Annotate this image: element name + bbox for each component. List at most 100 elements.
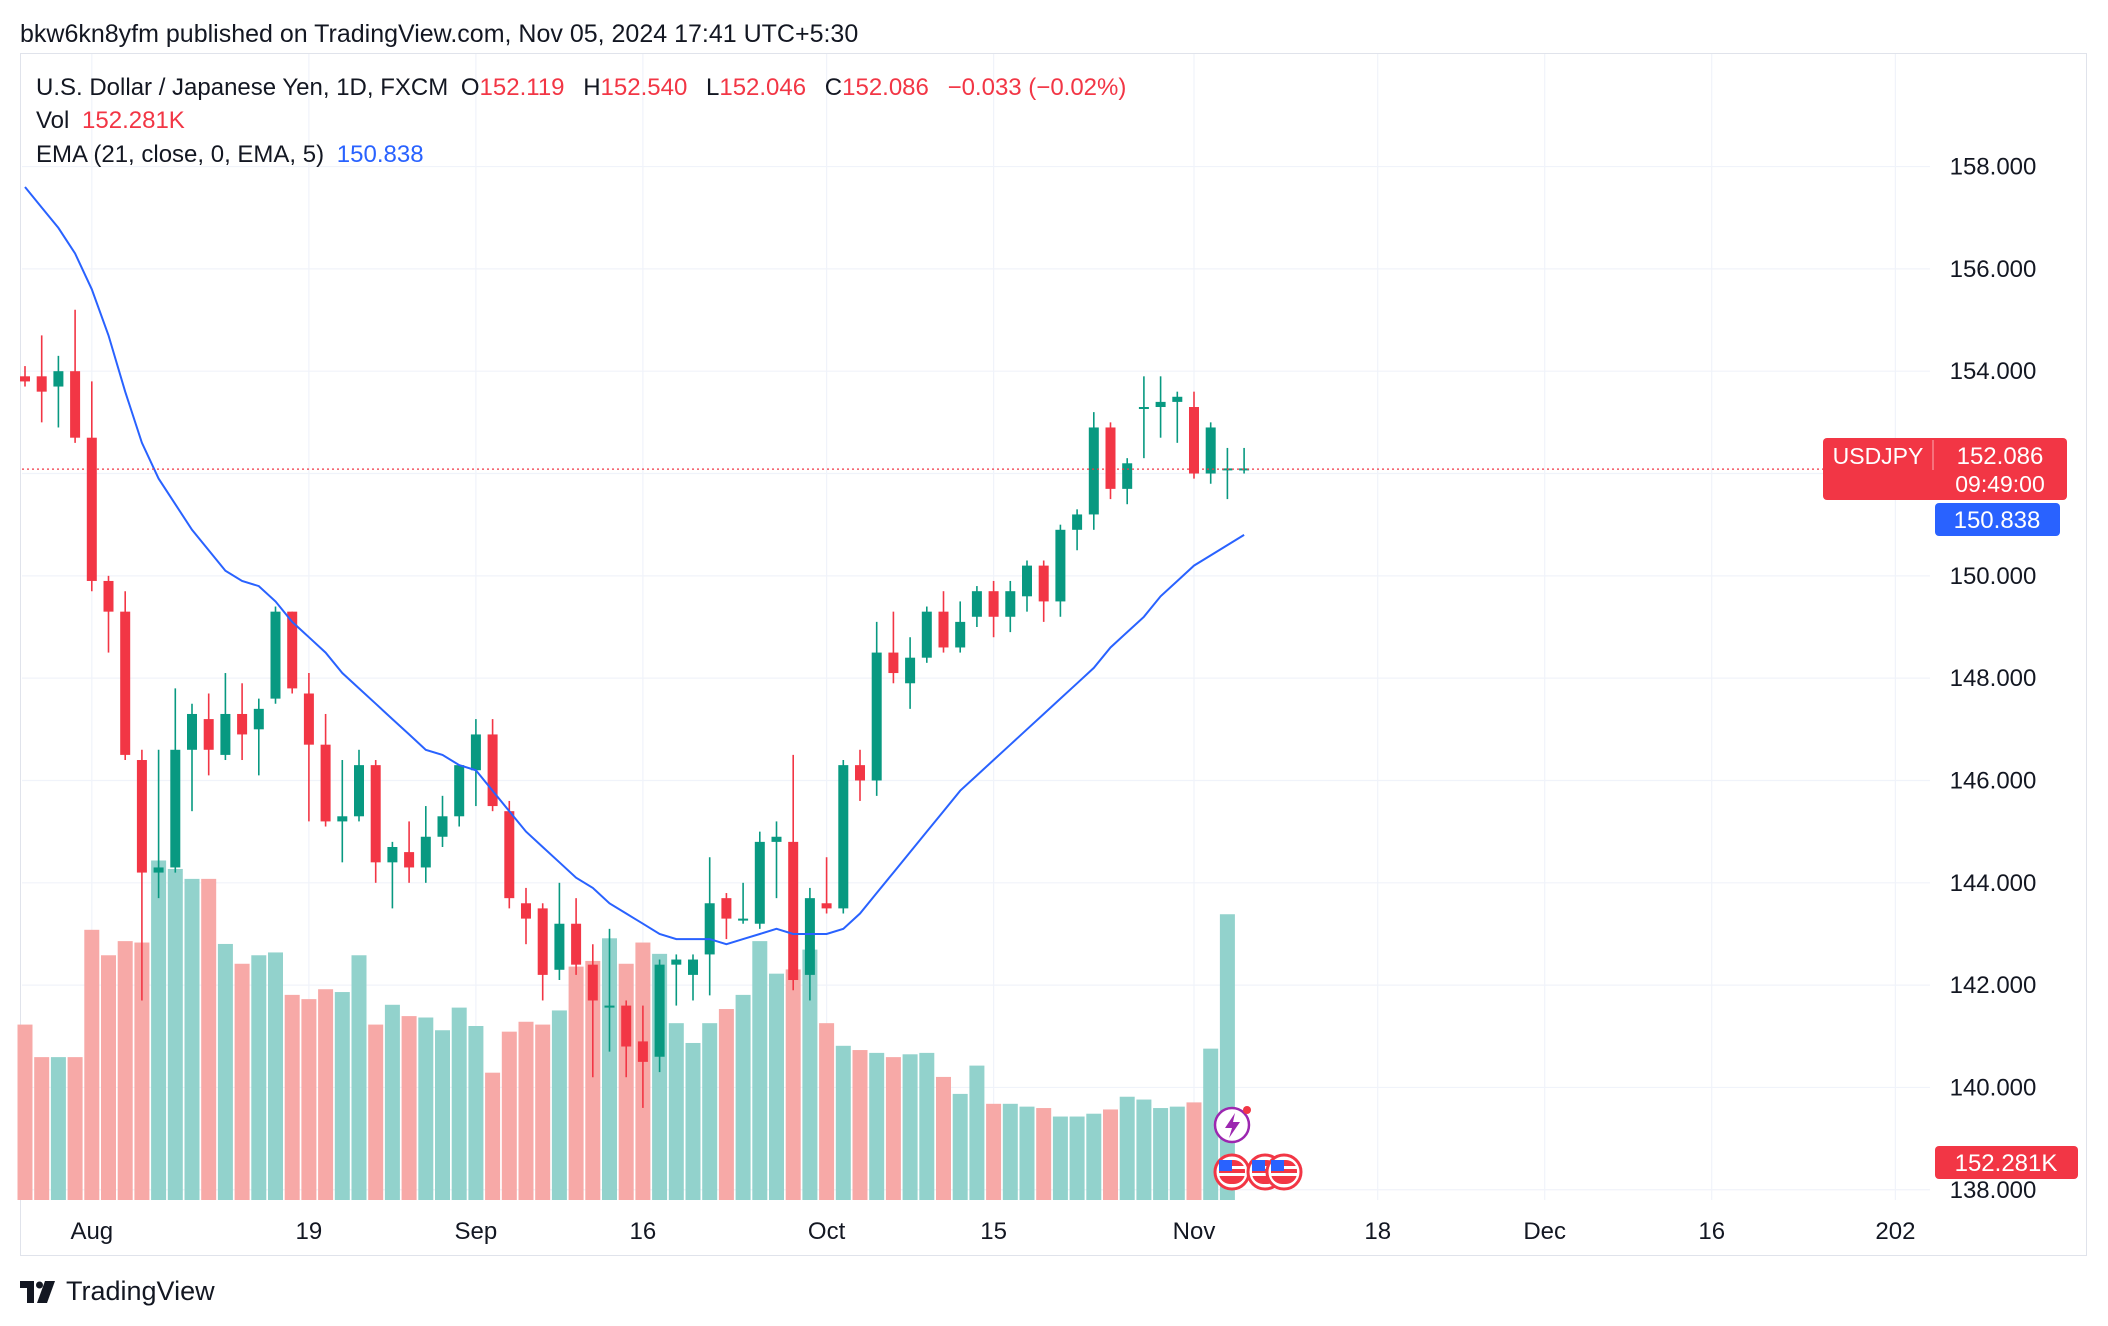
candle-body: [370, 765, 381, 863]
event-markers[interactable]: [1213, 1106, 1303, 1191]
us-flag-icon[interactable]: [1213, 1153, 1251, 1191]
y-tick-label: 154.000: [1950, 358, 2037, 385]
y-tick-label: 142.000: [1950, 972, 2037, 999]
chart-frame[interactable]: [20, 53, 2087, 1256]
candle-body: [36, 376, 47, 392]
volume-bar: [17, 1024, 33, 1200]
volume-bar: [685, 1042, 701, 1200]
candle-body: [1055, 529, 1066, 602]
candle-body: [404, 852, 415, 868]
volume-bars: [17, 860, 1235, 1200]
candle-body: [86, 437, 97, 581]
published-caption: bkw6kn8yfm published on TradingView.com,…: [20, 20, 859, 48]
candle-body: [604, 1005, 615, 1008]
x-tick-label: 15: [980, 1218, 1007, 1245]
volume-bar: [50, 1057, 66, 1200]
candle-body: [437, 816, 448, 837]
volume-bar: [1052, 1116, 1068, 1200]
candle-body: [287, 611, 298, 689]
volume-bar: [34, 1057, 50, 1200]
candle-body: [1189, 407, 1199, 474]
volume-bar: [384, 1004, 400, 1200]
volume-bar: [67, 1057, 83, 1200]
volume-bar: [535, 1024, 551, 1200]
volume-label-value: 152.281K: [1955, 1150, 2058, 1177]
candle-body: [671, 959, 682, 965]
candle-body: [1155, 401, 1166, 408]
candle-body: [53, 371, 64, 387]
candle-body: [1172, 396, 1183, 402]
candle-body: [470, 734, 481, 771]
volume-bar: [969, 1065, 985, 1200]
volume-bar: [585, 960, 601, 1200]
lightning-icon[interactable]: [1213, 1106, 1251, 1144]
x-tick-label: Nov: [1173, 1218, 1216, 1245]
volume-bar: [251, 955, 267, 1200]
candle-body: [971, 591, 982, 617]
legend-change: −0.033 (−0.02%): [947, 74, 1127, 101]
candle-body: [838, 765, 849, 909]
volume-bar: [1186, 1102, 1202, 1200]
volume-bar: [1169, 1106, 1185, 1200]
candle-body: [1205, 427, 1216, 474]
volume-bar: [819, 1023, 835, 1200]
candle-body: [70, 371, 81, 438]
volume-bar: [1203, 1048, 1219, 1200]
volume-bar: [301, 999, 317, 1200]
candle-body: [187, 713, 197, 750]
volume-bar: [551, 1010, 567, 1200]
footer-brand[interactable]: TradingView: [66, 1276, 215, 1306]
us-flag-icon[interactable]: [1265, 1153, 1303, 1191]
volume-bar: [752, 941, 768, 1200]
footer[interactable]: TradingView: [20, 1276, 215, 1307]
volume-bar: [785, 969, 801, 1200]
volume-bar: [936, 1076, 951, 1200]
candle-body: [337, 816, 348, 822]
volume-bar: [1002, 1103, 1018, 1200]
legend-low: L152.046: [705, 74, 807, 101]
volume-bar: [919, 1052, 935, 1200]
volume-bar: [234, 963, 250, 1200]
volume-bar: [702, 1023, 718, 1200]
legend-volume-value: 152.281K: [82, 107, 185, 134]
candle-body: [738, 918, 749, 921]
last-price-value: 152.086: [1957, 443, 2044, 470]
ema-price-label: 150.838: [1935, 503, 2060, 536]
volume-bar: [217, 943, 233, 1200]
volume-bar: [101, 955, 116, 1200]
candle-body: [103, 580, 114, 612]
candle-body: [354, 765, 364, 817]
volume-bar: [869, 1052, 885, 1200]
volume-bar: [568, 966, 584, 1200]
price-axis: 158.000156.000154.000152.000150.000148.0…: [1950, 154, 2037, 1204]
x-tick-label: 19: [296, 1218, 323, 1245]
y-tick-label: 156.000: [1950, 256, 2037, 283]
candle-body: [1072, 514, 1083, 530]
candle-body: [1005, 591, 1016, 617]
candle-body: [788, 841, 799, 981]
volume-bar: [1103, 1109, 1118, 1200]
candle-body: [938, 611, 949, 648]
ema-line: [24, 186, 1245, 946]
candle-body: [487, 734, 498, 807]
candle-body: [136, 760, 147, 873]
candle-body: [303, 693, 314, 745]
volume-bar: [718, 1009, 734, 1200]
y-tick-label: 140.000: [1950, 1074, 2037, 1101]
volume-bar: [318, 989, 334, 1200]
volume-bar: [602, 938, 617, 1200]
y-tick-label: 144.000: [1950, 870, 2037, 897]
legend-symbol: U.S. Dollar / Japanese Yen, 1D, FXCM: [36, 74, 449, 101]
bar-countdown: 09:49:00: [1955, 471, 2045, 497]
x-tick-label: Aug: [70, 1218, 113, 1245]
candle-body: [1122, 463, 1133, 489]
volume-bar: [1036, 1108, 1052, 1200]
ema-label-value: 150.838: [1954, 507, 2041, 534]
volume-bar: [201, 878, 217, 1200]
candle-body: [721, 898, 732, 919]
candle-body: [704, 903, 715, 955]
volume-bar: [986, 1103, 1002, 1200]
candle-body: [1038, 565, 1049, 602]
volume-bar: [468, 1026, 484, 1200]
